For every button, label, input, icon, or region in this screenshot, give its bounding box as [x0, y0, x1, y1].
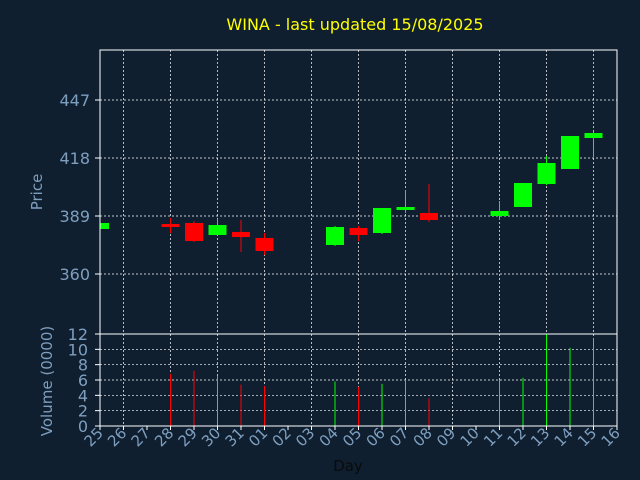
- candle-body: [537, 163, 556, 184]
- day-tick-label: 06: [363, 424, 389, 450]
- candle-body: [420, 213, 438, 220]
- volume-bars: [170, 334, 594, 426]
- day-tick-label: 01: [245, 424, 271, 450]
- volume-tick-label: 4: [78, 386, 88, 405]
- day-tick-label: 30: [198, 424, 224, 450]
- volume-tick-label: 0: [78, 417, 88, 436]
- day-tick-label: 29: [175, 424, 201, 450]
- price-tick-label: 360: [59, 265, 90, 284]
- day-tick-label: 13: [527, 424, 553, 450]
- price-axis-label: Price: [28, 174, 46, 211]
- price-grid: [100, 50, 617, 334]
- day-tick-label: 05: [339, 424, 365, 450]
- day-axis-label: Day: [333, 457, 363, 475]
- day-tick-label: 31: [222, 424, 248, 450]
- candle-body: [232, 232, 250, 237]
- day-tick-label: 03: [292, 424, 318, 450]
- day-tick-label: 14: [551, 424, 577, 450]
- volume-tick-label: 12: [68, 325, 88, 344]
- day-tick-label: 15: [574, 424, 600, 450]
- day-tick-label: 28: [151, 424, 177, 450]
- day-tick-label: 07: [386, 424, 412, 450]
- candle-body: [490, 211, 509, 216]
- candle-body: [255, 238, 274, 251]
- day-tick-label: 02: [269, 424, 295, 450]
- price-tick-label: 447: [59, 91, 90, 110]
- volume-tick-label: 10: [68, 340, 88, 359]
- day-tick-label: 10: [457, 424, 483, 450]
- day-tick-label: 16: [598, 424, 624, 450]
- chart-title: WINA - last updated 15/08/2025: [226, 15, 483, 34]
- volume-tick-label: 2: [78, 402, 88, 421]
- price-axis: 360 389 418 447: [59, 91, 100, 284]
- price-tick-label: 389: [59, 207, 90, 226]
- candle-body: [514, 183, 532, 207]
- day-tick-label: 26: [104, 424, 130, 450]
- day-tick-label: 12: [504, 424, 530, 450]
- candle-body: [326, 227, 344, 245]
- day-axis: 2526272829303101020304050607080910111213…: [81, 424, 624, 450]
- day-tick-label: 04: [316, 424, 342, 450]
- volume-tick-label: 6: [78, 371, 88, 390]
- day-tick-label: 11: [480, 424, 506, 450]
- candle-body: [100, 223, 109, 229]
- candle-body: [396, 207, 415, 210]
- volume-tick-label: 8: [78, 356, 88, 375]
- candle-body: [584, 133, 603, 138]
- day-tick-label: 27: [128, 424, 154, 450]
- candle-body: [185, 223, 203, 241]
- price-tick-label: 418: [59, 149, 90, 168]
- candle-body: [161, 224, 180, 227]
- candle-body: [561, 136, 579, 169]
- volume-axis-label: Volume (0000): [38, 326, 56, 436]
- candles: [99, 132, 603, 255]
- day-tick-label: 08: [410, 424, 436, 450]
- candle-body: [349, 228, 368, 235]
- candle-body: [208, 225, 227, 235]
- day-tick-label: 09: [433, 424, 459, 450]
- candle-body: [373, 208, 391, 233]
